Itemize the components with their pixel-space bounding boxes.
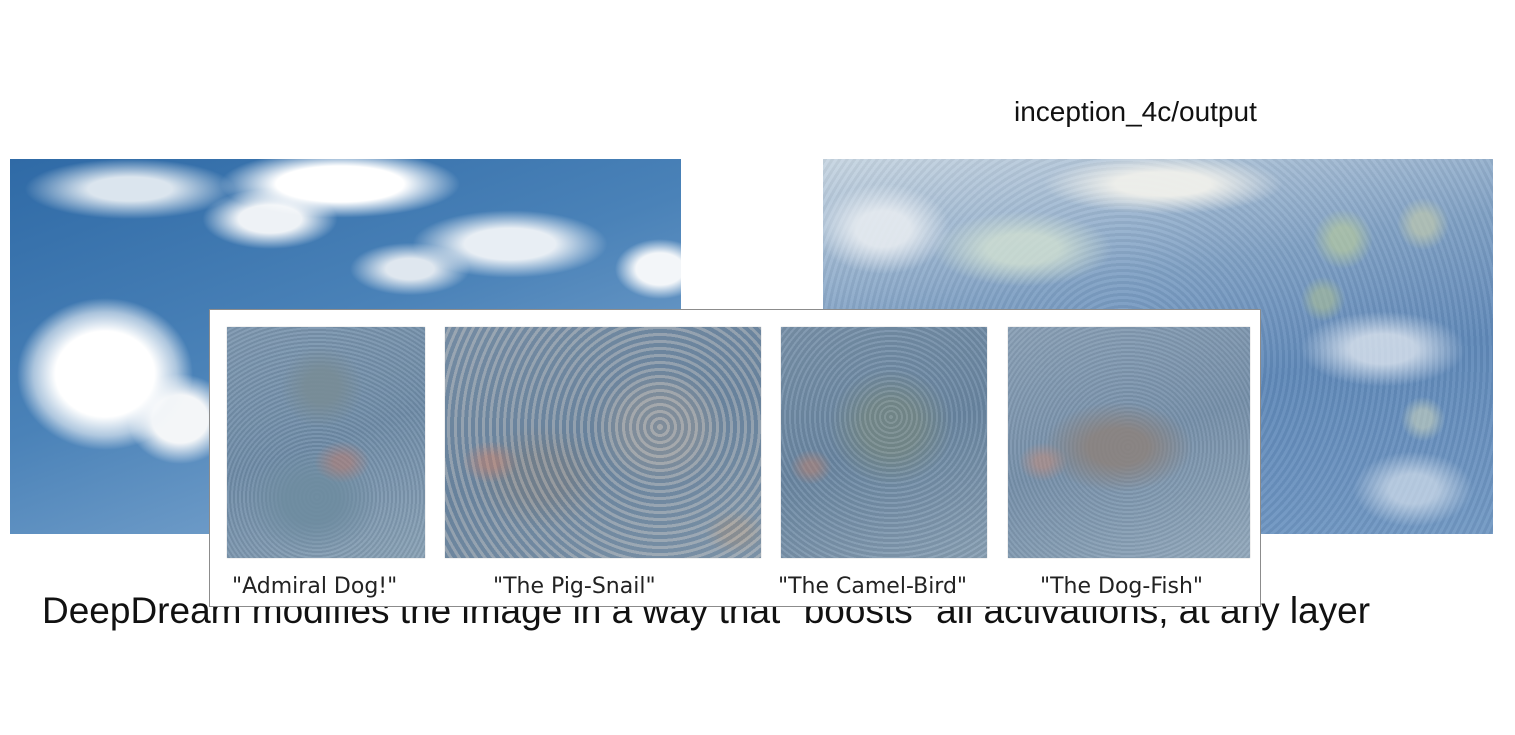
dog-fish-caption: "The Dog-Fish": [1040, 574, 1204, 599]
camel-bird-caption: "The Camel-Bird": [778, 574, 968, 599]
camel-bird-image: [781, 327, 987, 558]
pig-snail-caption: "The Pig-Snail": [493, 574, 656, 599]
hallucination-examples-panel: "Admiral Dog!" "The Pig-Snail" "The Came…: [209, 309, 1261, 607]
dog-fish-image: [1008, 327, 1250, 558]
admiral-dog-image: [227, 327, 425, 558]
admiral-dog-caption: "Admiral Dog!": [232, 574, 398, 599]
pig-snail-image: [445, 327, 761, 558]
layer-label: inception_4c/output: [1014, 96, 1257, 127]
